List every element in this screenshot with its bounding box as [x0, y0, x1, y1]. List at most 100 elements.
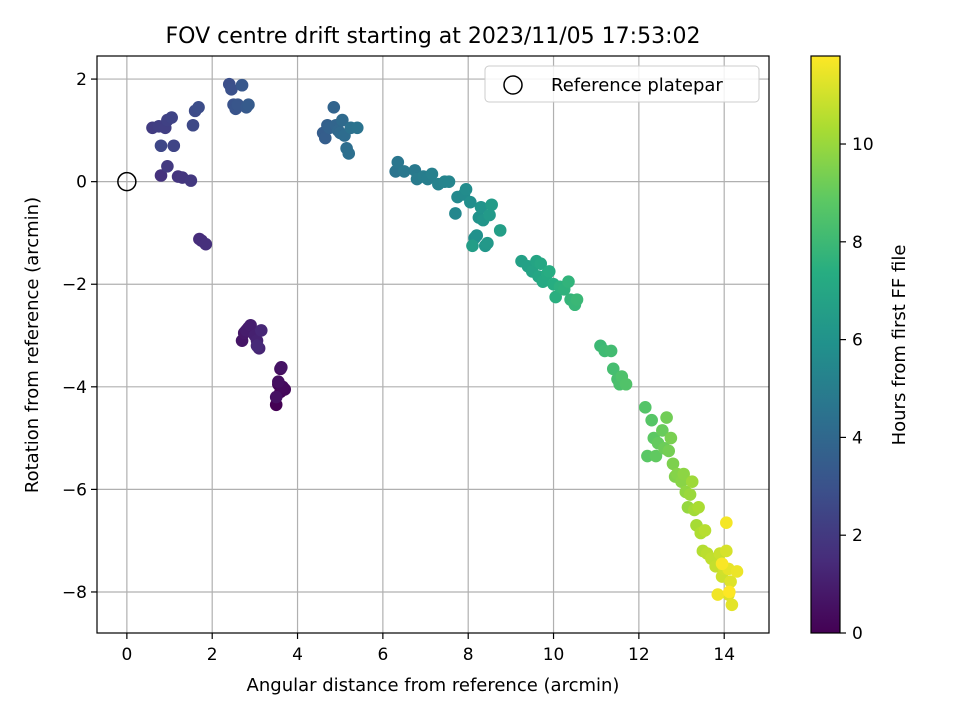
data-point: [275, 361, 288, 374]
data-point: [442, 175, 456, 188]
data-point: [342, 147, 356, 160]
data-point: [244, 318, 257, 332]
data-point: [666, 457, 680, 471]
colorbar-tick-label: 2: [852, 526, 863, 546]
data-point: [161, 159, 174, 173]
data-point: [165, 111, 178, 124]
data-point: [167, 139, 181, 153]
data-point: [683, 488, 697, 501]
colorbar-frame: [810, 55, 841, 634]
data-point: [242, 98, 255, 112]
y-axis-ticks: 2 0 −2 −4 −6 −8: [62, 70, 97, 603]
y-tick-label: −6: [62, 480, 87, 500]
x-tick-label: 6: [377, 645, 388, 665]
data-point: [397, 165, 411, 178]
data-point: [725, 598, 739, 612]
x-axis-label: Angular distance from reference (arcmin): [247, 675, 620, 696]
data-point: [677, 467, 690, 481]
data-point: [225, 83, 238, 96]
colorbar-label: Hours from first FF file: [889, 245, 910, 446]
data-point: [327, 100, 341, 114]
grid-lines: [97, 56, 769, 633]
plot-area: [97, 56, 769, 633]
data-point: [711, 588, 725, 601]
x-tick-label: 12: [628, 645, 650, 665]
legend-marker: [503, 75, 523, 95]
data-point: [350, 121, 364, 135]
data-point: [318, 131, 332, 145]
data-point: [336, 113, 349, 127]
x-tick-label: 14: [713, 645, 735, 665]
x-tick-label: 8: [463, 645, 474, 665]
colorbar-tick-label: 10: [852, 135, 874, 155]
data-point: [662, 444, 676, 458]
data-point: [638, 401, 652, 414]
data-point: [481, 236, 494, 250]
data-point: [723, 585, 736, 599]
colorbar-tick-label: 8: [852, 233, 863, 253]
colorbar-ticks: 0 2 4 6 8 10: [840, 135, 874, 644]
data-point: [656, 424, 669, 437]
data-point: [272, 375, 285, 388]
data-point: [604, 344, 618, 358]
colorbar-tick-label: 6: [852, 331, 863, 351]
data-point: [485, 198, 498, 212]
data-point: [391, 155, 405, 169]
data-point: [235, 78, 249, 92]
data-point: [154, 169, 168, 182]
x-tick-label: 10: [543, 645, 565, 665]
data-point: [425, 167, 439, 181]
y-tick-label: 2: [76, 70, 87, 90]
y-axis-label: Rotation from reference (arcmin): [22, 197, 43, 493]
data-point: [493, 224, 507, 237]
data-point: [534, 257, 548, 271]
data-point: [464, 195, 477, 209]
data-point: [720, 516, 733, 530]
legend-entry-reference-platepar: Reference platepar: [551, 75, 723, 96]
data-point: [154, 139, 168, 153]
y-tick-label: −8: [62, 583, 87, 603]
data-point: [250, 339, 264, 353]
x-axis-ticks: 0 2 4 6 8 10 12 14: [121, 633, 735, 665]
data-point: [570, 293, 584, 306]
data-point: [720, 544, 733, 558]
y-tick-label: 0: [76, 173, 87, 193]
data-point: [449, 207, 462, 220]
data-point: [645, 413, 658, 427]
data-point: [459, 183, 473, 196]
colorbar: 0 2 4 6 8 10 Hours from first FF file: [810, 55, 910, 644]
colorbar-tick-label: 4: [852, 428, 863, 448]
data-point: [483, 208, 496, 222]
data-point: [199, 237, 213, 251]
data-point: [619, 377, 633, 391]
data-point: [692, 501, 705, 514]
data-point: [664, 431, 678, 445]
colorbar-tick-label: 0: [852, 624, 863, 644]
data-point: [269, 390, 283, 404]
plot-frame: [96, 55, 770, 634]
reference-point-marker: [117, 171, 137, 192]
chart-title: FOV centre drift starting at 2023/11/05 …: [166, 24, 701, 49]
data-point: [724, 575, 737, 589]
x-tick-label: 0: [121, 645, 132, 665]
data-point: [254, 324, 268, 337]
x-tick-label: 4: [292, 645, 303, 665]
data-point: [192, 100, 205, 114]
y-tick-label: −2: [62, 275, 87, 295]
data-point: [470, 229, 484, 242]
data-points: [146, 77, 744, 612]
data-point: [730, 565, 744, 578]
data-point: [649, 449, 663, 463]
y-tick-label: −4: [62, 378, 87, 398]
legend: Reference platepar: [484, 65, 760, 103]
legend-box: [484, 65, 760, 103]
data-point: [715, 557, 729, 571]
data-point: [186, 118, 200, 132]
data-point: [466, 239, 479, 253]
data-point: [474, 201, 488, 214]
data-point: [549, 290, 562, 304]
data-point: [698, 524, 712, 537]
data-point: [685, 475, 699, 488]
data-point: [542, 265, 556, 278]
